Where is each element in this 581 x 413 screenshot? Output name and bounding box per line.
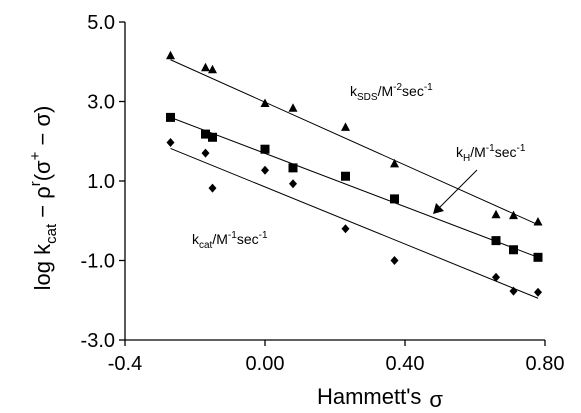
y-tick-label: -3.0: [81, 330, 115, 352]
data-point-square: [201, 129, 210, 139]
y-title-middle: − ρ: [30, 186, 55, 224]
annotation-kh-arrowhead: [433, 203, 444, 214]
data-point-diamond: [208, 183, 217, 193]
fit-line-triangle: [170, 59, 539, 226]
data-point-diamond: [492, 272, 500, 282]
y-tick-label: 5.0: [87, 12, 115, 34]
y-title-sup-r: r: [27, 181, 44, 186]
data-point-triangle: [288, 103, 298, 112]
data-point-diamond: [341, 224, 350, 234]
y-tick-label: -1.0: [81, 251, 115, 273]
data-point-triangle: [390, 158, 399, 168]
annotation-kcat-base: k: [192, 231, 200, 247]
data-point-square: [166, 112, 175, 122]
data-point-triangle: [341, 122, 350, 131]
y-title-sub: cat: [43, 223, 60, 244]
annotation-ksds: kSDS/M-2sec-1: [350, 82, 433, 103]
x-tick-label: -0.4: [108, 353, 142, 375]
fit-lines: [170, 59, 539, 299]
y-title-paren-open: (σ: [30, 160, 55, 181]
annotation-ksds-tail: sec: [402, 83, 424, 99]
annotation-kcat-sup2: -1: [259, 230, 268, 241]
annotation-kcat: kcat/M-1sec-1: [192, 230, 268, 251]
annotation-kh: kH/M-1sec-1: [456, 143, 526, 164]
y-tick-label: 1.0: [87, 171, 115, 193]
annotation-kh-sup: -1: [486, 143, 495, 154]
x-axis-title-symbol: σ: [429, 387, 443, 412]
x-axis-title-text: Hammett's: [317, 384, 421, 409]
data-point-square: [390, 194, 399, 204]
annotation-kh-arrow: [437, 169, 478, 210]
annotation-kcat-sup: -1: [228, 230, 237, 241]
y-title-prefix: log k: [30, 243, 55, 290]
y-tick-label: 3.0: [87, 92, 115, 114]
annotation-ksds-base: k: [350, 83, 358, 99]
tick-labels: -3.0 -1.0 1.0 3.0 5.0 -0.4 0.00 0.40 0.80: [81, 12, 565, 375]
fit-line-square: [170, 116, 539, 258]
x-axis-title: Hammett's σ: [317, 384, 443, 412]
y-title-paren-close: − σ): [30, 106, 55, 152]
annotation-kh-base: k: [456, 144, 464, 160]
annotation-kcat-tail: sec: [237, 231, 259, 247]
x-tick-label: 0.80: [526, 353, 565, 375]
annotation-kcat-rest: /M: [212, 231, 228, 247]
data-point-square: [533, 252, 543, 262]
data-point-triangle: [208, 64, 217, 74]
data-point-diamond: [289, 179, 297, 189]
y-axis-title: log kcat − ρr(σ+ − σ): [27, 106, 60, 291]
data-point-triangle: [201, 62, 210, 72]
x-tick-label: 0.40: [386, 353, 425, 375]
data-point-diamond: [261, 165, 269, 175]
data-point-square: [491, 236, 501, 246]
data-point-triangle: [491, 209, 501, 219]
data-point-triangle: [533, 216, 543, 226]
annotation-ksds-sup2: -1: [424, 82, 433, 93]
data-point-triangle: [260, 98, 270, 107]
data-point-square: [260, 144, 270, 154]
axes: [119, 21, 546, 346]
annotation-kcat-sub: cat: [199, 240, 213, 251]
data-point-triangle: [166, 50, 175, 60]
x-tick-label: 0.00: [246, 353, 285, 375]
annotation-ksds-sub: SDS: [357, 92, 378, 103]
annotation-kh-rest: /M: [470, 144, 486, 160]
data-point-square: [288, 163, 298, 173]
annotation-kh-sup2: -1: [517, 143, 526, 154]
data-point-diamond: [390, 256, 399, 265]
data-point-diamond: [166, 137, 175, 147]
annotation-kh-tail: sec: [495, 144, 517, 160]
annotation-kh-sub: H: [463, 153, 470, 164]
data-point-square: [341, 171, 350, 181]
data-markers: [166, 50, 543, 297]
data-point-diamond: [509, 286, 518, 296]
data-point-diamond: [534, 287, 542, 297]
annotation-ksds-sup: -2: [393, 82, 402, 93]
annotation-ksds-rest: /M: [378, 83, 394, 99]
data-point-square: [509, 245, 518, 255]
data-point-diamond: [201, 148, 210, 158]
data-point-square: [208, 132, 217, 142]
fit-line-diamond: [170, 147, 539, 299]
y-title-sup-plus: +: [27, 151, 44, 160]
data-point-triangle: [509, 210, 518, 220]
